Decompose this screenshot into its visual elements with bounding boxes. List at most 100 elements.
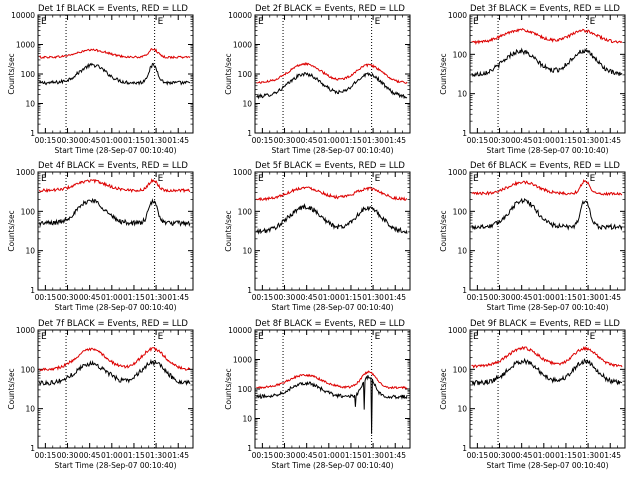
series-events-line [256,202,408,235]
x-tick-label: 01:15 [555,136,577,145]
e-marker-label: E [473,174,479,184]
x-tick-label: 00:45 [79,136,101,145]
y-axis: 1 10 100 1000 [16,326,193,453]
x-tick-label: 00:30 [274,451,296,460]
y-tick-label: 10000 [11,11,35,20]
x-axis-label: Start Time (28-Sep-07 00:10:40) [272,303,394,312]
plot-frame [469,171,626,291]
panel-det-6f: Det 6f BLACK = Events, RED = LLD 1 10 100 10… [439,161,626,312]
x-tick-label: 01:30 [145,293,167,302]
y-axis-label: Counts/sec [7,53,16,94]
y-axis: 1 10 100 1000 [233,168,410,295]
x-tick-label: 01:30 [145,136,167,145]
x-tick-label: 00:15 [252,136,274,145]
x-tick-label: 00:15 [35,136,57,145]
x-axis-label: Start Time (28-Sep-07 00:10:40) [487,146,609,155]
x-tick-label: 01:15 [123,136,145,145]
e-marker-label: E [473,332,479,342]
x-tick-label: 00:30 [274,293,296,302]
panel-det-8f: Det 8f BLACK = Events, RED = LLD 1 10 100 10… [224,319,411,470]
x-axis-label: Start Time (28-Sep-07 00:10:40) [55,461,177,470]
y-axis: 1 10 100 1000 10000 [11,11,193,138]
y-tick-label: 1 [247,444,252,453]
x-tick-label: 01:45 [384,451,406,460]
x-tick-label: 00:15 [252,451,274,460]
y-tick-label: 1000 [16,41,35,50]
x-tick-label: 00:45 [79,293,101,302]
x-tick-label: 01:45 [599,136,621,145]
x-tick-label: 00:30 [489,451,511,460]
x-tick-label: 01:15 [123,451,145,460]
x-tick-label: 01:30 [362,293,384,302]
y-tick-label: 1 [462,444,467,453]
x-tick-label: 00:15 [467,293,489,302]
x-tick-label: 01:30 [362,136,384,145]
y-tick-label: 100 [238,207,253,216]
series-lld-line [471,179,623,197]
y-tick-label: 100 [453,207,468,216]
x-tick-label: 00:30 [57,451,79,460]
x-axis-label: Start Time (28-Sep-07 00:10:40) [55,303,177,312]
y-tick-label: 1000 [448,326,467,335]
x-tick-label: 00:45 [296,293,318,302]
y-axis-label: Counts/sec [7,210,16,251]
y-tick-label: 100 [453,365,468,374]
e-marker-label: E [375,332,381,342]
e-marker-label: E [258,174,264,184]
y-tick-label: 100 [238,70,253,79]
y-tick-label: 1000 [233,41,252,50]
y-tick-label: 1 [247,129,252,138]
x-tick-label: 01:00 [101,451,123,460]
panel-det-9f: Det 9f BLACK = Events, RED = LLD 1 10 100 10… [439,319,626,470]
plot-frame [469,329,626,449]
plot-frame [469,14,626,134]
e-marker-label: E [258,17,264,27]
x-tick-label: 01:00 [318,293,340,302]
y-tick-label: 10 [242,100,252,109]
e-marker-label: E [473,17,479,27]
panel-det-1f: Det 1f BLACK = Events, RED = LLD 1 10 100 10… [7,4,194,155]
x-tick-label: 00:30 [489,293,511,302]
series-lld-line [39,346,191,372]
x-axis: 00:15 00:30 00:45 01:00 01:15 01:30 01:45 [467,172,621,302]
y-tick-label: 10 [25,405,35,414]
x-tick-label: 01:15 [123,293,145,302]
y-tick-label: 10000 [228,326,252,335]
x-axis: 00:15 00:30 00:45 01:00 01:15 01:30 01:45 [252,172,406,302]
x-tick-label: 01:00 [533,451,555,460]
x-axis: 00:15 00:30 00:45 01:00 01:15 01:30 01:45 [467,15,621,145]
x-axis-label: Start Time (28-Sep-07 00:10:40) [487,461,609,470]
x-tick-label: 00:45 [296,451,318,460]
e-marker-label: E [590,17,596,27]
y-axis: 1 10 100 1000 [448,168,625,295]
x-tick-label: 01:15 [340,293,362,302]
y-axis-label: Counts/sec [224,210,233,251]
y-tick-label: 1000 [233,168,252,177]
panel-title: Det 1f BLACK = Events, RED = LLD [38,4,188,14]
x-tick-label: 00:15 [467,136,489,145]
e-marker-label: E [258,332,264,342]
x-tick-label: 01:45 [167,293,189,302]
x-tick-label: 01:45 [599,451,621,460]
y-tick-label: 1 [462,286,467,295]
plot-frame [254,329,411,449]
x-tick-label: 01:45 [167,136,189,145]
series-lld-line [256,370,408,390]
x-axis: 00:15 00:30 00:45 01:00 01:15 01:30 01:45 [252,15,406,145]
y-tick-label: 1000 [233,356,252,365]
x-tick-label: 01:00 [101,293,123,302]
series-events-line [39,62,190,86]
x-tick-label: 00:45 [511,451,533,460]
y-axis-label: Counts/sec [224,368,233,409]
panel-title: Det 7f BLACK = Events, RED = LLD [38,319,188,329]
x-tick-label: 01:00 [318,451,340,460]
series-events-line [256,71,408,100]
x-tick-label: 00:30 [57,293,79,302]
y-tick-label: 10 [242,247,252,256]
y-tick-label: 1000 [16,326,35,335]
y-axis: 1 10 100 1000 10000 [228,11,410,138]
y-axis-label: Counts/sec [439,53,448,94]
x-tick-label: 01:45 [384,136,406,145]
y-tick-label: 10 [457,90,467,99]
e-marker-label: E [41,174,47,184]
